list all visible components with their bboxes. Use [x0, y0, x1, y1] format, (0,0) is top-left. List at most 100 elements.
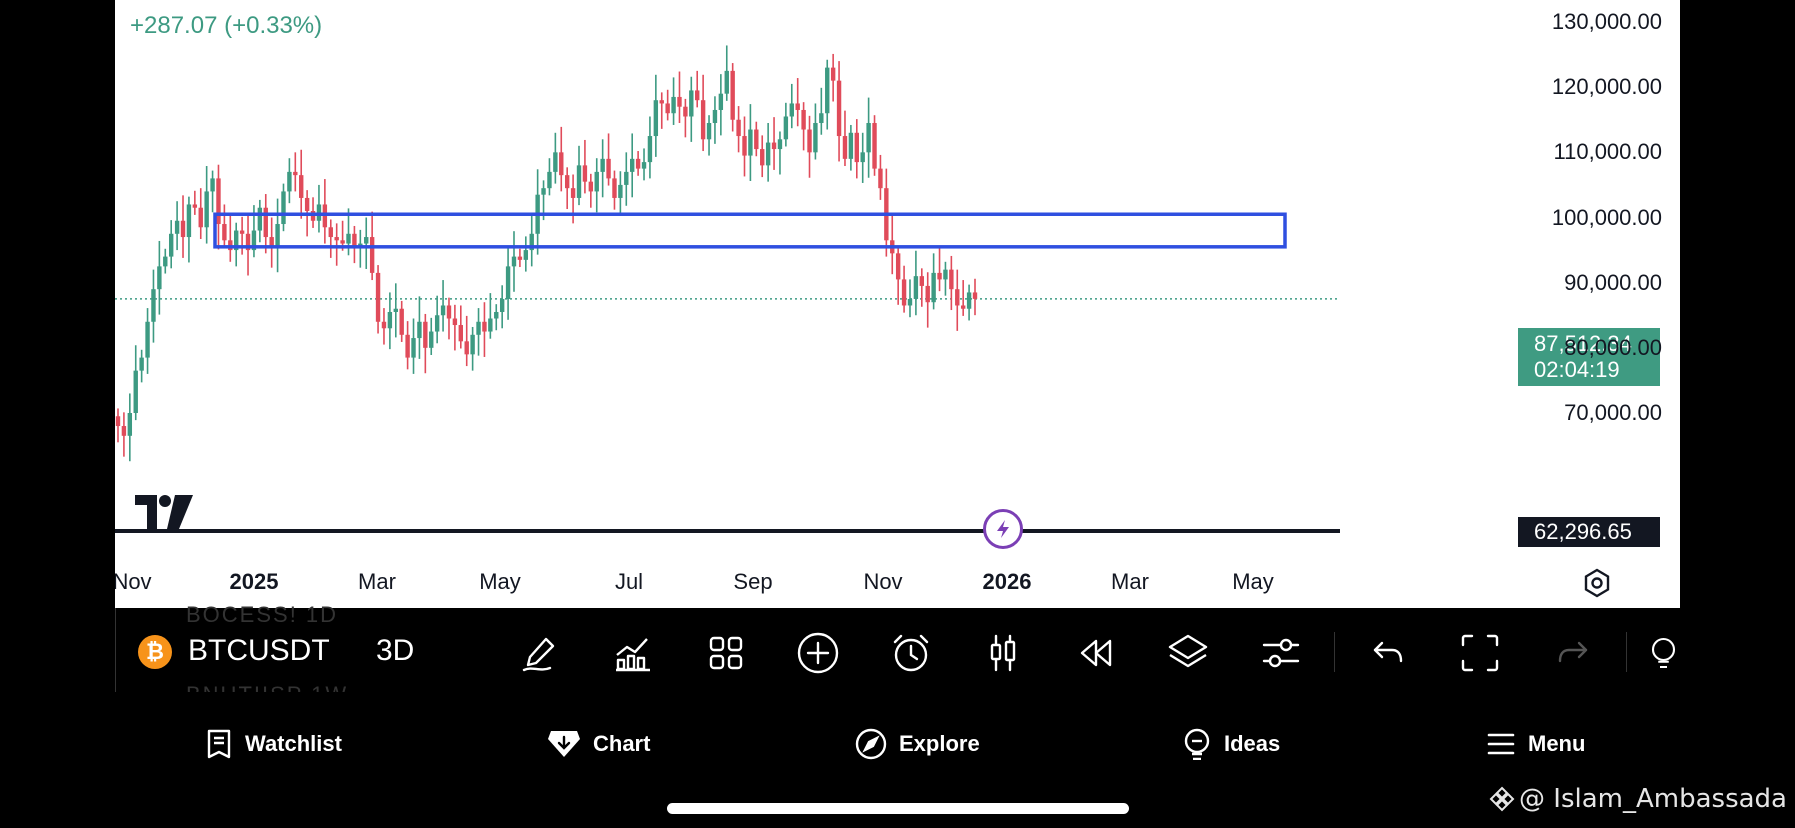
replay-icon — [1080, 639, 1112, 667]
compass-icon — [855, 728, 887, 760]
candle-body — [819, 113, 824, 124]
symbol-button[interactable]: BTCUSDT — [188, 634, 330, 667]
chart-type-icon — [990, 634, 1016, 672]
candle-body — [186, 204, 192, 238]
candle-body — [966, 292, 972, 309]
indicators-button[interactable] — [610, 630, 656, 676]
candle-body — [689, 90, 694, 117]
candle-body — [736, 119, 741, 137]
templates-button[interactable] — [703, 630, 749, 676]
tab-explore[interactable]: Explore — [855, 726, 980, 762]
chart-type-button[interactable] — [980, 630, 1026, 676]
tab-label: Chart — [593, 731, 651, 756]
interval-button[interactable]: 3D — [376, 634, 415, 667]
price-tick-label: 110,000.00 — [1553, 139, 1662, 165]
time-tick-label: May — [1232, 569, 1274, 594]
ideas-toolbar-button[interactable] — [1646, 630, 1681, 676]
home-indicator — [667, 803, 1129, 814]
candle-body — [777, 139, 783, 150]
time-tick-label: Mar — [1111, 569, 1149, 594]
candle-body — [387, 311, 393, 329]
candle-body — [369, 237, 375, 273]
zone-rectangle — [213, 212, 1287, 249]
candle-body — [813, 123, 818, 153]
tab-ideas[interactable]: Ideas — [1182, 726, 1280, 762]
watermark-text: @ Islam_Ambassada — [1519, 784, 1787, 814]
candle-body — [730, 70, 735, 120]
price-change-label: +287.07 (+0.33%) — [130, 12, 323, 39]
candle-body — [913, 276, 919, 299]
alert-button[interactable] — [888, 630, 934, 676]
candle-body — [346, 233, 351, 244]
bottom-tab-bar: Watchlist Chart Explore Ideas Menu @ Isl… — [0, 692, 1795, 828]
candle-body — [352, 233, 357, 247]
candle-body — [364, 237, 369, 244]
chart-panel[interactable]: +287.07 (+0.33%) 87,512.34 02:04:19 62,2… — [115, 0, 1680, 608]
candle-body — [570, 188, 576, 198]
tab-label: Ideas — [1224, 731, 1281, 756]
candle-body — [665, 103, 670, 114]
candle-body — [222, 224, 227, 241]
alert-icon — [893, 634, 929, 672]
candle-body — [760, 149, 765, 166]
candle-body — [304, 197, 310, 211]
candle-body — [635, 158, 641, 169]
candle-body — [848, 132, 854, 159]
candle-body — [677, 96, 682, 107]
candle-body — [328, 227, 333, 238]
candle-body — [695, 90, 700, 101]
candle-body — [742, 136, 747, 156]
drawing-tools-button[interactable] — [517, 630, 563, 676]
candle-body — [624, 171, 629, 185]
candle-body — [600, 158, 605, 172]
add-button[interactable] — [795, 630, 841, 676]
candle-body — [836, 80, 842, 137]
candle-body — [854, 132, 859, 163]
redo-button[interactable] — [1550, 630, 1596, 676]
time-tick-label: Jul — [614, 569, 644, 594]
candle-body — [895, 253, 901, 280]
chart-settings-icon[interactable] — [1582, 568, 1612, 598]
candle-body — [523, 250, 529, 260]
hidden-watchlist-row: BOCESS! 1D — [186, 602, 339, 627]
candle-body — [860, 152, 865, 163]
tab-label: Menu — [1528, 731, 1586, 756]
candle-body — [878, 168, 883, 189]
candle-body — [375, 272, 381, 322]
candle-body — [789, 103, 794, 117]
candle-body — [452, 318, 458, 326]
tab-chart[interactable]: Chart — [547, 726, 650, 762]
price-tick-label: 100,000.00 — [1551, 204, 1662, 230]
candle-body — [411, 338, 416, 358]
candle-body — [115, 416, 121, 427]
candle-body — [825, 67, 830, 114]
candle-body — [511, 256, 517, 267]
replay-button[interactable] — [1073, 630, 1119, 676]
lightbulb-icon — [1651, 637, 1676, 669]
bar-countdown: 02:04:19 — [1534, 357, 1620, 382]
toolbar-divider — [1334, 632, 1335, 672]
candle-body — [872, 123, 877, 169]
candle-body — [653, 100, 659, 137]
chart-settings-button[interactable] — [1258, 630, 1304, 676]
tab-menu[interactable]: Menu — [1486, 726, 1585, 762]
layers-button[interactable] — [1165, 630, 1211, 676]
candle-body — [299, 175, 304, 198]
fullscreen-button[interactable] — [1457, 630, 1503, 676]
time-tick-label: Mar — [358, 569, 396, 594]
undo-button[interactable] — [1365, 630, 1411, 676]
fullscreen-icon — [1461, 634, 1499, 672]
candle-body — [724, 70, 729, 94]
tab-watchlist[interactable]: Watchlist — [205, 726, 342, 762]
candle-body — [907, 298, 913, 306]
ideas-icon — [1184, 728, 1210, 760]
price-chart[interactable] — [115, 0, 1680, 608]
candle-body — [612, 178, 617, 198]
candle-body — [842, 136, 848, 159]
candle-body — [168, 233, 174, 257]
candle-body — [151, 289, 156, 322]
candle-body — [281, 191, 286, 225]
candle-body — [647, 136, 653, 163]
replay-marker-icon[interactable] — [983, 509, 1023, 549]
candle-body — [234, 230, 239, 251]
